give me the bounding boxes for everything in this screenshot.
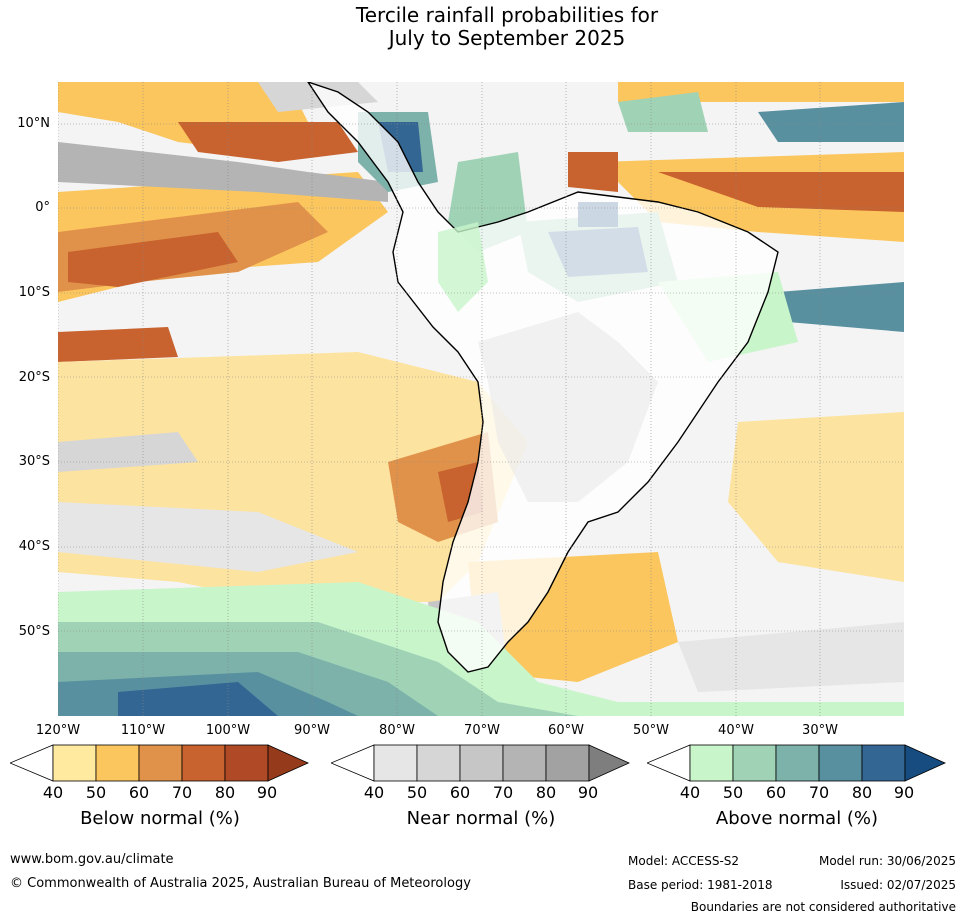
legend-below-tick-70: 70: [171, 783, 193, 802]
legend-swatch: [181, 744, 226, 782]
legend-swatch: [373, 744, 418, 782]
website-link[interactable]: www.bom.gov.au/climate: [10, 852, 174, 867]
legend-near-tick-40: 40: [363, 783, 385, 802]
continent-interior-green: [438, 222, 488, 312]
lon-label-100w: 100°W: [205, 723, 251, 738]
lon-label-40w: 40°W: [718, 723, 754, 738]
graticule: [58, 82, 904, 716]
legend-swatch: [818, 744, 863, 782]
legend-swatch: [545, 744, 590, 782]
legend-swatch: [95, 744, 140, 782]
boundaries-disclaimer: Boundaries are not considered authoritat…: [690, 900, 956, 914]
legend-above-tick-90: 90: [893, 783, 915, 802]
lat-label-30s: 30°S: [18, 454, 50, 469]
lat-label-10s: 10°S: [18, 285, 50, 300]
legend-title-near-normal: Near normal (%): [406, 808, 556, 829]
legend-arrow-low: [647, 744, 691, 782]
base-period: Base period: 1981-2018: [628, 878, 773, 892]
legend-above-tick-40: 40: [679, 783, 701, 802]
legend-above-tick-60: 60: [765, 783, 787, 802]
legend-swatch: [502, 744, 547, 782]
legend-near-tick-90: 90: [577, 783, 599, 802]
legend-title-above-normal: Above normal (%): [715, 808, 879, 829]
title-line-1: Tercile rainfall probabilities for: [355, 3, 659, 27]
legend-below-tick-80: 80: [214, 783, 236, 802]
legend-below-tick-40: 40: [42, 783, 64, 802]
model-name: Model: ACCESS-S2: [628, 854, 740, 868]
issued-date: Issued: 02/07/2025: [840, 878, 956, 892]
legend-bar-below-normal: [10, 744, 309, 782]
lat-label-20s: 20°S: [18, 370, 50, 385]
continent-interior-shading: [478, 312, 658, 502]
lon-label-60w: 60°W: [548, 723, 584, 738]
legend-arrow-low: [10, 744, 54, 782]
legend-swatch: [52, 744, 97, 782]
legend-arrow-low: [331, 744, 375, 782]
legend-swatch: [775, 744, 820, 782]
title-line-2: July to September 2025: [388, 26, 626, 50]
copyright-text: © Commonwealth of Australia 2025, Austra…: [10, 876, 471, 891]
lon-label-80w: 80°W: [379, 723, 415, 738]
lon-label-120w: 120°W: [35, 723, 81, 738]
lat-label-10n: 10°N: [17, 116, 50, 131]
legend-swatch: [459, 744, 504, 782]
legend-swatch: [224, 744, 269, 782]
lon-label-110w: 110°W: [120, 723, 166, 738]
lon-label-70w: 70°W: [464, 723, 500, 738]
legend-swatch: [861, 744, 906, 782]
legend-near-tick-80: 80: [535, 783, 557, 802]
legend-swatch: [732, 744, 777, 782]
legend-title-below-normal: Below normal (%): [80, 808, 240, 829]
legend-above-tick-50: 50: [722, 783, 744, 802]
legend-arrow-high: [588, 744, 630, 782]
lat-label-40s: 40°S: [18, 539, 50, 554]
lon-label-30w: 30°W: [802, 723, 838, 738]
legend-near-tick-60: 60: [449, 783, 471, 802]
legend-bar-above-normal: [647, 744, 946, 782]
lat-label-0: 0°: [35, 200, 50, 215]
lat-label-50s: 50°S: [18, 624, 50, 639]
legend-below-tick-50: 50: [85, 783, 107, 802]
chart-title: Tercile rainfall probabilities for July …: [0, 4, 965, 50]
legend-swatch: [689, 744, 734, 782]
lon-label-50w: 50°W: [633, 723, 669, 738]
model-run-date: Model run: 30/06/2025: [818, 854, 956, 868]
legend-swatch: [416, 744, 461, 782]
legend-arrow-high: [267, 744, 309, 782]
legend-swatch: [138, 744, 183, 782]
legend-below-tick-90: 90: [256, 783, 278, 802]
legend-near-tick-70: 70: [492, 783, 514, 802]
legend-above-tick-70: 70: [808, 783, 830, 802]
legend-near-tick-50: 50: [406, 783, 428, 802]
legend-above-tick-80: 80: [851, 783, 873, 802]
rainfall-probability-map: [58, 82, 904, 716]
legend-arrow-high: [904, 744, 946, 782]
legend-bar-near-normal: [331, 744, 630, 782]
lon-label-90w: 90°W: [294, 723, 330, 738]
legend-below-tick-60: 60: [128, 783, 150, 802]
